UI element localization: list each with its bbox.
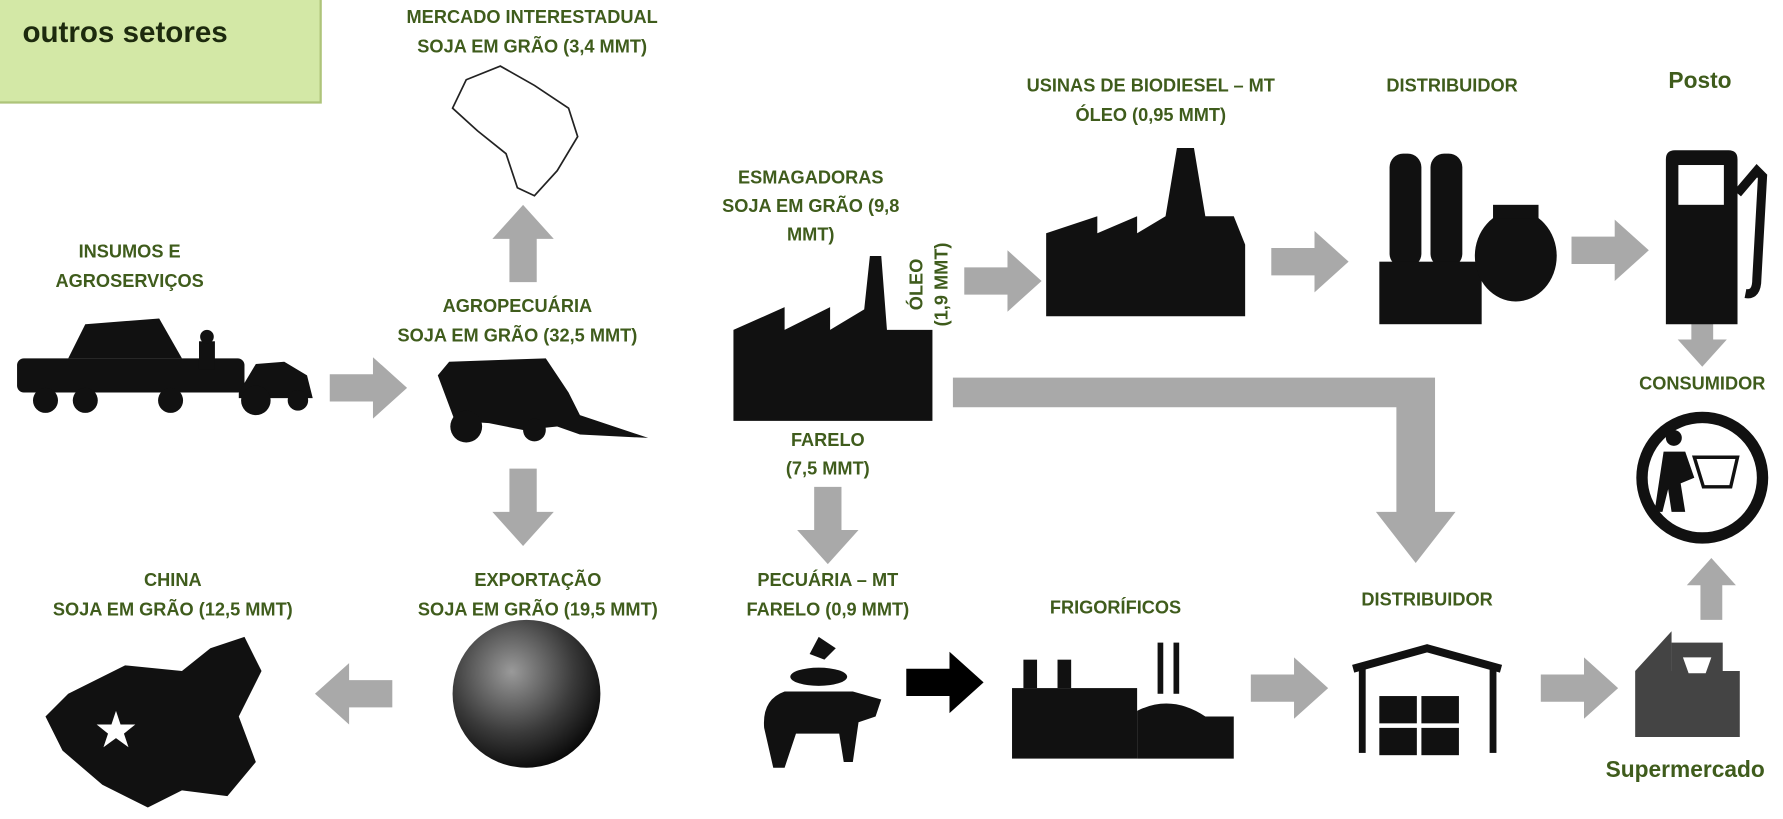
node-label: FRIGORÍFICOS (1050, 596, 1181, 617)
arrow (1571, 220, 1648, 281)
arrow (906, 652, 983, 713)
brazil-map-icon (453, 66, 578, 196)
node-label: SOJA EM GRÃO (9,8 (722, 195, 899, 216)
gas-pump-icon (1666, 150, 1763, 324)
node-label: CHINA (144, 570, 202, 590)
arrow (797, 487, 858, 564)
node-label: Posto (1668, 67, 1731, 93)
truck-icon (17, 319, 313, 416)
globe-icon (453, 620, 601, 768)
warehouse-icon (1353, 648, 1501, 755)
livestock-icon (764, 637, 881, 768)
node-label: DISTRIBUIDOR (1386, 75, 1517, 95)
china-map-icon (45, 637, 261, 808)
node-label: AGROSERVIÇOS (56, 271, 204, 291)
node-label: (7,5 MMT) (786, 459, 870, 479)
arrow (964, 250, 1041, 311)
arrow (1687, 558, 1736, 620)
arrow (1251, 657, 1328, 718)
node-label: SOJA EM GRÃO (12,5 MMT) (53, 599, 293, 620)
icons (17, 66, 1762, 807)
node-label: MMT) (787, 224, 834, 244)
node-label: EXPORTAÇÃO (474, 569, 601, 590)
node-label: CONSUMIDOR (1639, 373, 1765, 393)
node-label: (1,9 MMT) (931, 242, 951, 326)
arrow (492, 205, 553, 282)
page: outros setores (0, 0, 1783, 819)
arrow (953, 378, 1456, 563)
node-label: AGROPECUÁRIA (443, 295, 593, 316)
arrow (315, 663, 392, 724)
arrow (330, 357, 407, 418)
node-label: MERCADO INTERESTADUAL (407, 7, 658, 27)
consumer-icon (1642, 417, 1763, 538)
node-label: ÓLEO (0,95 MMT) (1075, 104, 1226, 125)
factory-icon (1046, 148, 1245, 316)
node-label: SOJA EM GRÃO (3,4 MMT) (417, 36, 647, 57)
node-label: SOJA EM GRÃO (19,5 MMT) (418, 599, 658, 620)
arrow (492, 469, 553, 546)
node-label: PECUÁRIA – MT (757, 569, 898, 590)
refinery-icon (1379, 154, 1556, 325)
node-label: USINAS DE BIODIESEL – MT (1027, 75, 1275, 95)
soy-chain-diagram: outros setores (0, 0, 1783, 819)
node-label: DISTRIBUIDOR (1361, 589, 1492, 609)
harvester-icon (438, 358, 648, 442)
arrow (1541, 657, 1618, 718)
slaughterhouse-icon (1012, 643, 1234, 759)
node-label: SOJA EM GRÃO (32,5 MMT) (397, 325, 637, 346)
arrow (1271, 231, 1348, 292)
note-text: outros setores (22, 16, 227, 49)
node-label: INSUMOS E (79, 241, 181, 261)
supermarket-icon (1635, 631, 1740, 737)
factory-icon (733, 256, 932, 421)
node-label: FARELO (0,9 MMT) (746, 600, 909, 620)
node-label: ÓLEO (905, 259, 926, 311)
node-label: Supermercado (1606, 756, 1765, 782)
node-label: ESMAGADORAS (738, 167, 884, 187)
node-label: FARELO (791, 430, 865, 450)
